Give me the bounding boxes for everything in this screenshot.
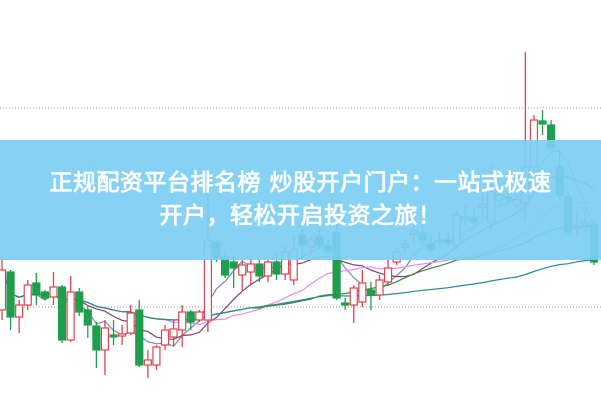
candle-body [0,269,7,311]
candle-body [15,304,24,318]
candle [169,320,178,346]
candle-body [375,279,384,296]
candle [375,275,384,300]
candle-body [383,267,393,283]
candle-body [92,325,101,351]
candle-body [135,309,144,366]
candle-body [152,346,161,366]
candle [75,288,84,316]
candle-body [160,329,170,346]
candle-body [229,261,238,269]
candle-body [178,311,187,331]
candle [255,260,264,282]
candle [109,320,118,345]
candle [195,310,204,322]
title-banner: 正规配资平台排名榜 炒股开户门户：一站式极速 开户，轻松开启投资之旅！ [0,140,601,260]
candle [118,325,127,345]
candle [143,350,152,378]
candle [100,320,110,375]
candle-body [109,334,118,338]
candle-body [366,289,376,296]
candle [341,298,350,310]
candle-body [57,286,67,341]
candle [92,322,101,368]
candle [160,325,170,350]
candle [186,310,195,330]
candle [538,110,547,135]
candle [178,305,187,347]
candle-body [100,327,110,351]
candle-body [272,261,281,275]
candle-body [263,261,273,277]
candle [6,270,15,330]
candle [23,280,32,310]
banner-title-line-1: 正规配资平台排名榜 炒股开户门户：一站式极速 [49,170,552,196]
candle-body [23,284,32,306]
candle [40,290,49,300]
candle-body [83,309,92,326]
candle [49,272,58,305]
candle-body [6,271,15,318]
candle-body [349,287,358,306]
candle-body [358,282,367,303]
candle [349,285,358,323]
candle-body [75,291,84,313]
candle-body [341,302,350,306]
candle-body [255,263,264,277]
candle [135,300,144,367]
ma60-line [1,259,595,321]
candle-body [538,120,547,125]
candle [152,345,161,370]
candle [126,305,135,335]
candle [57,285,67,343]
candle-body [238,264,247,276]
candle [15,300,24,333]
candle [263,258,273,282]
candle [366,282,376,310]
candle-body [118,333,127,337]
candle [0,255,7,320]
banner-title-line-2: 开户，轻松开启投资之旅！ [159,203,442,229]
candle-body [40,291,49,299]
candle [83,305,92,338]
candle [66,276,75,342]
candle-body [246,263,255,273]
candle [358,270,367,307]
candle-body [143,359,152,366]
candle-body [195,311,204,321]
candle [32,273,41,305]
candle-body [169,328,178,338]
candle-body [186,311,195,323]
candle-body [66,291,75,341]
candle-body [126,312,135,334]
candle-body [49,286,58,298]
candle [383,260,393,285]
candle-body [32,282,41,296]
candle [238,260,247,290]
